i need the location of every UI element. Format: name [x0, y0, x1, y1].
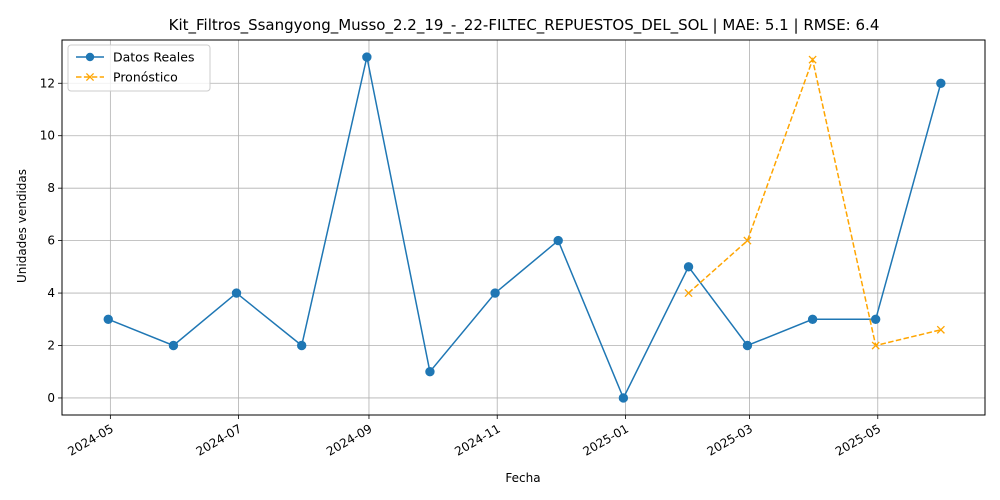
data-point-actual	[231, 288, 242, 298]
data-point-actual	[296, 340, 307, 351]
y-axis-label: Unidades vendidas	[15, 169, 29, 283]
data-point-actual	[870, 314, 881, 324]
x-tick-label: 2025-05	[833, 421, 883, 458]
x-tick-label: 2024-07	[194, 421, 244, 458]
legend-marker	[85, 52, 95, 62]
x-tick-label: 2024-05	[65, 421, 115, 458]
data-point-actual	[618, 393, 629, 403]
y-tick-label: 6	[47, 234, 55, 248]
y-tick-label: 8	[47, 181, 55, 195]
y-tick-label: 0	[47, 391, 55, 405]
data-point-forecast	[936, 325, 945, 334]
y-tick-label: 12	[40, 76, 55, 90]
plot-frame	[61, 39, 986, 416]
legend-label: Datos Reales	[113, 50, 194, 65]
data-point-actual	[425, 367, 435, 377]
data-point-forecast	[743, 236, 752, 245]
x-tick-label: 2024-11	[452, 421, 502, 458]
data-point-actual	[168, 340, 179, 351]
legend: Datos Reales Pronóstico	[67, 44, 211, 92]
data-point-actual	[683, 262, 694, 272]
series-layer	[103, 52, 946, 403]
chart-title: Kit_Filtros_Ssangyong_Musso_2.2_19_-_22-…	[169, 16, 880, 35]
data-point-forecast	[684, 288, 693, 298]
data-point-actual	[490, 288, 500, 298]
grid	[62, 40, 985, 415]
x-axis-label: Fecha	[505, 471, 540, 485]
x-tick-label: 2025-03	[705, 421, 755, 458]
data-point-actual	[362, 52, 372, 62]
data-point-forecast	[871, 341, 880, 350]
legend-marker	[85, 72, 95, 82]
series-line-forecast	[688, 57, 941, 347]
y-axis: 0 2 4 6 8 10 12	[40, 76, 62, 405]
x-tick-label: 2024-09	[324, 421, 374, 458]
data-point-forecast	[808, 55, 817, 64]
x-tick-label: 2025-01	[581, 421, 631, 458]
data-point-actual	[103, 314, 113, 324]
data-point-actual	[553, 235, 563, 246]
x-axis: 2024-05 2024-07 2024-09 2024-11 2025-01 2025-…	[65, 415, 883, 459]
data-point-actual	[742, 340, 753, 351]
data-point-actual	[936, 78, 946, 88]
data-point-actual	[807, 314, 818, 324]
series-line-actual	[108, 56, 942, 400]
y-tick-label: 2	[47, 339, 55, 353]
legend-label: Pronóstico	[113, 70, 178, 85]
y-tick-label: 10	[40, 129, 55, 143]
y-tick-label: 4	[47, 286, 55, 300]
